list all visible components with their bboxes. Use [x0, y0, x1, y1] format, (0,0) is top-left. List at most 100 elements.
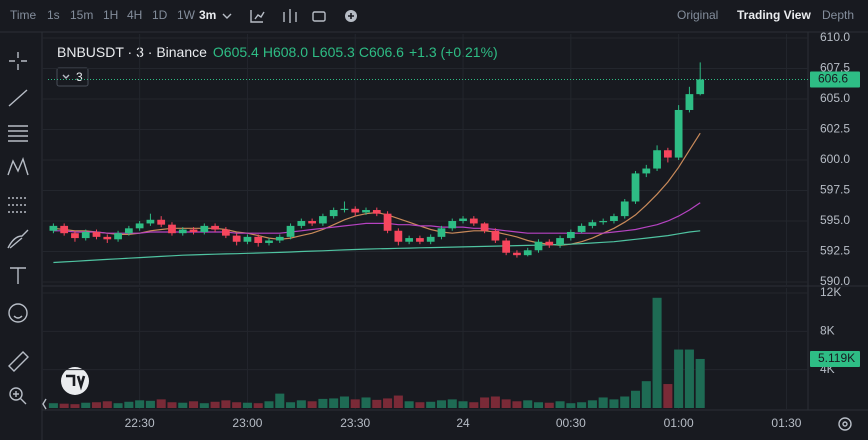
candle-body — [232, 235, 241, 242]
chart-type-icon[interactable] — [283, 9, 297, 23]
view-tab[interactable]: Trading View — [737, 8, 811, 22]
emoji-tool[interactable] — [8, 303, 28, 323]
volume-bar — [501, 399, 511, 408]
volume-tick-label: 8K — [820, 324, 835, 338]
volume-bar — [598, 397, 608, 408]
candle-body — [545, 241, 554, 246]
interval-badge[interactable] — [56, 67, 89, 87]
volume-bar — [404, 401, 414, 408]
volume-bar — [480, 397, 490, 408]
volume-bar — [307, 401, 317, 408]
volume-bar — [178, 402, 188, 408]
volume-bar — [469, 402, 479, 408]
candle-body — [556, 238, 564, 246]
candle-body — [92, 231, 101, 237]
interval-button[interactable]: 1s — [47, 8, 60, 22]
candle-body — [146, 219, 155, 224]
volume-bar — [350, 399, 360, 408]
y-tick-label: 595.0 — [820, 213, 850, 227]
candle-body — [642, 168, 651, 174]
x-tick-label: 01:30 — [771, 416, 801, 430]
zoom-tool-glyph — [13, 391, 27, 405]
volume-bar — [684, 349, 694, 408]
x-tick-label: 00:30 — [556, 416, 586, 430]
volume-bar — [59, 403, 69, 408]
y-tick-label: 602.5 — [820, 122, 850, 136]
interval-caret[interactable] — [222, 13, 232, 19]
volume-bar — [167, 402, 177, 408]
trendline-tool[interactable] — [8, 89, 28, 107]
candle-body — [275, 236, 284, 241]
text-tool[interactable] — [10, 267, 26, 284]
volume-bar — [523, 400, 533, 408]
candle-body — [81, 231, 90, 239]
y-tick-label: 605.0 — [820, 91, 850, 105]
candle-body — [405, 238, 414, 242]
interval-badge-caret — [62, 74, 70, 79]
candle-body — [114, 233, 122, 240]
candle-body — [319, 216, 327, 224]
symbol-title: BNBUSDT · 3 · Binance — [57, 44, 207, 60]
interval-button[interactable]: 3m — [199, 8, 216, 22]
screenshot-icon[interactable] — [312, 11, 326, 22]
volume-bar — [544, 402, 554, 408]
close-label: C606.6 — [359, 44, 404, 60]
volume-bar — [630, 390, 641, 408]
indicator-icon[interactable] — [250, 10, 265, 23]
candle-body — [491, 230, 500, 241]
settings-icon[interactable] — [838, 417, 852, 431]
candle-body — [502, 240, 511, 253]
candle-body — [178, 229, 187, 234]
measure-tool[interactable] — [8, 351, 29, 372]
volume-bar — [145, 400, 155, 408]
candle-body — [135, 223, 144, 229]
last-volume-tag — [810, 350, 860, 367]
chart-legend: BNBUSDT · 3 · Binance O605.4 H608.0 L605.3 C… — [57, 44, 498, 60]
candle-body — [362, 210, 370, 213]
volume-bar — [620, 396, 630, 408]
volume-bar — [674, 349, 684, 408]
candle-body — [340, 208, 349, 211]
volume-bar — [415, 402, 425, 408]
candle-body — [168, 224, 176, 234]
interval-button[interactable]: 4H — [127, 8, 142, 22]
drawing-toolbar — [7, 52, 47, 410]
candle-body — [329, 210, 338, 217]
open-label: O605.4 — [213, 44, 259, 60]
candle-body — [394, 230, 403, 242]
volume-bar — [577, 402, 587, 408]
change-label: +1.3 (+0.21%) — [409, 44, 498, 60]
interval-button[interactable]: 1W — [177, 8, 196, 22]
candle-body — [60, 225, 69, 234]
candle-body — [469, 218, 478, 224]
candle-body — [534, 241, 543, 251]
volume-bar — [91, 402, 102, 408]
candle-body — [308, 221, 316, 224]
interval-button[interactable]: 1D — [152, 8, 168, 22]
fib-tool[interactable] — [8, 125, 28, 142]
candle-body — [523, 250, 532, 256]
candle-body — [383, 213, 392, 231]
brush-tool[interactable] — [7, 229, 29, 249]
crosshair-tool[interactable] — [9, 52, 27, 70]
interval-button[interactable]: 15m — [70, 8, 93, 22]
interval-button[interactable]: 1H — [103, 8, 118, 22]
candle-body — [157, 219, 166, 225]
volume-bar — [124, 401, 134, 408]
volume-bar — [609, 399, 619, 408]
pattern-tool[interactable] — [7, 156, 29, 176]
candle-body — [297, 221, 306, 226]
view-tab[interactable]: Original — [677, 8, 718, 22]
projection-tool[interactable] — [8, 197, 28, 213]
volume-tick-label: 12K — [820, 285, 841, 299]
x-tick-label: 24 — [456, 416, 470, 430]
last-price-label: 606.6 — [818, 72, 848, 86]
volume-bar — [426, 401, 436, 408]
collapse-arrow[interactable] — [42, 398, 47, 410]
volume-bar — [70, 404, 80, 408]
zoom-tool[interactable] — [9, 387, 23, 401]
view-tab[interactable]: Depth — [822, 8, 854, 22]
candle-body — [426, 236, 435, 242]
y-tick-label: 590.0 — [820, 274, 850, 288]
